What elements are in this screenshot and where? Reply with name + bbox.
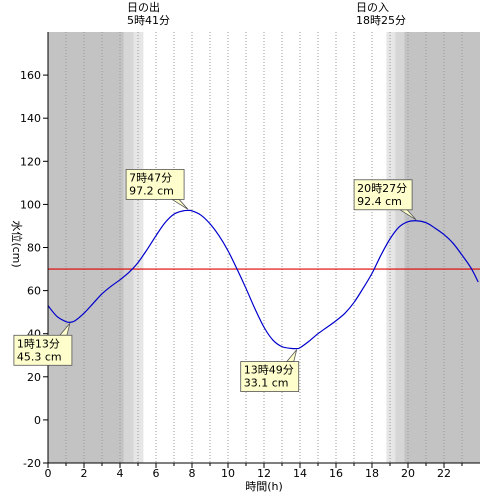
- x-tick-label: 14: [293, 467, 307, 480]
- x-tick-label: 4: [117, 467, 124, 480]
- y-tick-label: 20: [27, 371, 41, 384]
- y-tick-label: 120: [20, 155, 41, 168]
- sunrise-time: 5時41分: [127, 14, 170, 27]
- x-tick-label: 20: [401, 467, 415, 480]
- x-tick-label: 2: [81, 467, 88, 480]
- annotation-time: 13時49分: [244, 364, 294, 377]
- x-tick-label: 16: [329, 467, 343, 480]
- x-axis-title: 時間(h): [245, 480, 283, 493]
- x-tick-label: 10: [221, 467, 235, 480]
- y-tick-label: -20: [23, 457, 41, 470]
- annotation-box: [13, 334, 73, 366]
- x-tick-label: 8: [189, 467, 196, 480]
- annotation-box: [353, 179, 413, 211]
- tide-curve-group: [47, 209, 479, 350]
- annotation-box: [240, 361, 300, 392]
- y-tick-label: 80: [27, 242, 41, 255]
- y-tick-label: 140: [20, 112, 41, 125]
- twilight-band-inner: [123, 32, 134, 463]
- y-axis-title: 水位(cm): [10, 220, 24, 267]
- y-tick-label: 100: [20, 198, 41, 211]
- annotation-time: 7時47分: [129, 171, 172, 184]
- annotation-value: 97.2 cm: [129, 184, 174, 197]
- x-tick-label: 6: [153, 467, 160, 480]
- annotation-value: 33.1 cm: [244, 377, 289, 390]
- tide-curve: [47, 209, 479, 350]
- y-tick-label: 160: [20, 69, 41, 82]
- x-tick-label: 18: [365, 467, 379, 480]
- annotation-value: 92.4 cm: [357, 195, 402, 208]
- x-tick-label: 12: [257, 467, 271, 480]
- annotation-time: 1時13分: [17, 337, 60, 350]
- night-band: [48, 32, 124, 463]
- sunrise-label: 日の出: [127, 0, 160, 14]
- x-tick-label: 0: [45, 467, 52, 480]
- annotation-time: 20時27分: [357, 182, 407, 195]
- annotation-box: [125, 169, 185, 200]
- twilight-band-inner: [395, 32, 405, 463]
- x-tick-label: 22: [437, 467, 451, 480]
- night-band: [404, 32, 480, 463]
- background-shading: [48, 32, 480, 463]
- sunset-label: 日の入: [356, 1, 389, 14]
- sunset-time: 18時25分: [356, 14, 406, 27]
- y-tick-label: 60: [27, 285, 41, 298]
- y-tick-label: 0: [34, 414, 41, 427]
- annotation-value: 45.3 cm: [17, 350, 62, 363]
